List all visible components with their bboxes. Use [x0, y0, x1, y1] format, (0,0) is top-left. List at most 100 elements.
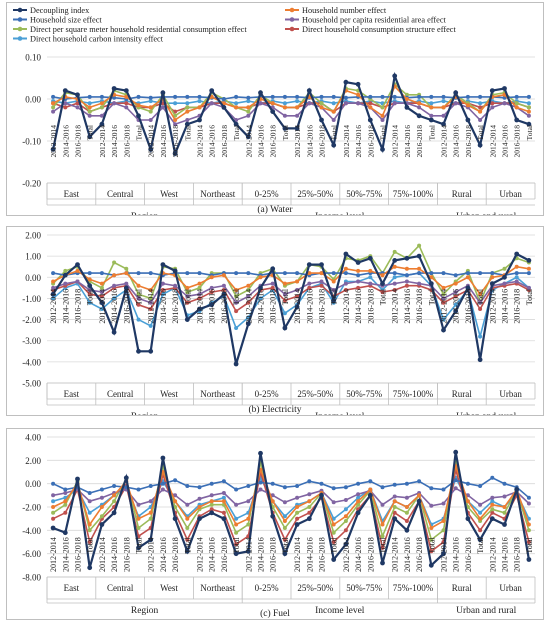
legend-swatch-marker — [17, 17, 23, 22]
data-point — [502, 510, 507, 515]
data-point — [355, 260, 361, 265]
series-line — [52, 96, 529, 100]
data-point — [136, 302, 141, 307]
data-point — [429, 101, 434, 106]
data-point — [185, 502, 190, 507]
data-point — [502, 494, 507, 499]
data-point — [356, 492, 361, 497]
x-category-axis: East Central West Northeast 0-25% 25%-50% 50%-… — [46, 382, 536, 415]
data-point — [490, 275, 495, 280]
data-point — [502, 522, 507, 527]
data-point — [87, 101, 92, 106]
data-point — [246, 99, 251, 104]
electricity-chart: 2.00 1.00 0.00 -1.00 -2.00 -3.00 -4.00 -5.00 201… — [22, 231, 536, 415]
data-point — [51, 109, 56, 114]
data-point — [197, 485, 202, 490]
data-point — [356, 273, 361, 278]
data-point — [221, 491, 226, 495]
data-point — [75, 105, 80, 110]
y-tick-label: 2.00 — [25, 231, 41, 241]
data-point — [136, 292, 141, 297]
data-point — [331, 516, 336, 521]
data-point — [490, 105, 495, 110]
data-point — [233, 551, 239, 557]
data-point — [112, 260, 117, 265]
data-point — [441, 551, 446, 557]
data-point — [514, 264, 519, 269]
data-point — [282, 537, 287, 542]
subgroup-label: 25%-50% — [297, 389, 333, 399]
data-point — [184, 317, 190, 322]
y-tick-label: -0.10 — [22, 137, 41, 147]
x-period-label: 2014-2016 — [403, 289, 412, 324]
data-point — [392, 516, 398, 522]
x-period-label: Total — [232, 288, 241, 305]
data-point — [380, 281, 385, 286]
data-point — [392, 505, 397, 509]
data-point — [380, 118, 385, 122]
legend-swatch-marker — [17, 26, 23, 32]
legend-swatch-marker — [289, 17, 295, 22]
x-period-label: 2016-2018 — [269, 125, 278, 158]
data-point — [331, 279, 336, 284]
data-point — [160, 288, 165, 292]
x-period-label: 2016-2018 — [464, 125, 473, 158]
series-line — [52, 452, 530, 568]
data-point — [343, 79, 349, 85]
data-point — [514, 94, 519, 99]
data-point — [404, 505, 409, 509]
x-period-label: 2016-2018 — [464, 537, 473, 572]
data-point — [343, 541, 349, 547]
data-point — [368, 94, 373, 99]
x-period-label: 2014-2016 — [159, 125, 168, 158]
x-period-label: 2012-2014 — [488, 125, 497, 158]
data-point — [319, 279, 324, 284]
data-point — [526, 540, 531, 544]
data-point — [343, 101, 348, 106]
x-period-label: 2016-2018 — [318, 537, 327, 572]
data-point — [367, 255, 373, 261]
subgroup-label: 0-25% — [255, 189, 279, 199]
data-point — [319, 492, 324, 498]
data-point — [197, 516, 202, 522]
data-point — [429, 549, 434, 554]
data-point — [87, 292, 92, 297]
data-point — [380, 147, 385, 152]
x-period-label: 2012-2014 — [98, 125, 107, 158]
data-point — [478, 109, 483, 114]
data-point — [258, 480, 263, 485]
data-point — [124, 281, 129, 286]
data-point — [148, 288, 153, 292]
data-point — [441, 105, 446, 110]
x-period-label: 2014-2016 — [257, 289, 266, 324]
data-point — [160, 105, 165, 110]
data-point — [246, 484, 251, 488]
data-point — [87, 271, 92, 276]
data-point — [489, 281, 495, 286]
data-point — [221, 291, 227, 297]
panel-title: (b) Electricity — [248, 404, 301, 415]
legend-item: Household size effect — [13, 16, 102, 25]
data-point — [295, 105, 300, 110]
data-point — [148, 99, 153, 104]
data-point — [356, 285, 361, 290]
data-point — [270, 285, 275, 290]
data-point — [380, 485, 385, 490]
data-point — [392, 249, 397, 254]
series-line — [52, 252, 530, 365]
legend: Decoupling index Household number effectH… — [13, 6, 456, 44]
data-point — [514, 251, 520, 257]
data-point — [112, 101, 117, 106]
x-period-label: 2016-2018 — [415, 125, 424, 158]
data-point — [392, 510, 397, 515]
x-period-label: 2012-2014 — [244, 125, 253, 158]
legend-label: Household size effect — [30, 16, 102, 25]
panel-title: (a) Water — [257, 204, 293, 215]
x-period-label: 2016-2018 — [366, 537, 375, 572]
data-point — [185, 94, 190, 99]
data-point — [270, 94, 275, 99]
data-point — [380, 273, 385, 278]
data-point — [148, 484, 153, 488]
x-period-label: 2014-2016 — [501, 537, 510, 572]
data-point — [197, 496, 202, 501]
